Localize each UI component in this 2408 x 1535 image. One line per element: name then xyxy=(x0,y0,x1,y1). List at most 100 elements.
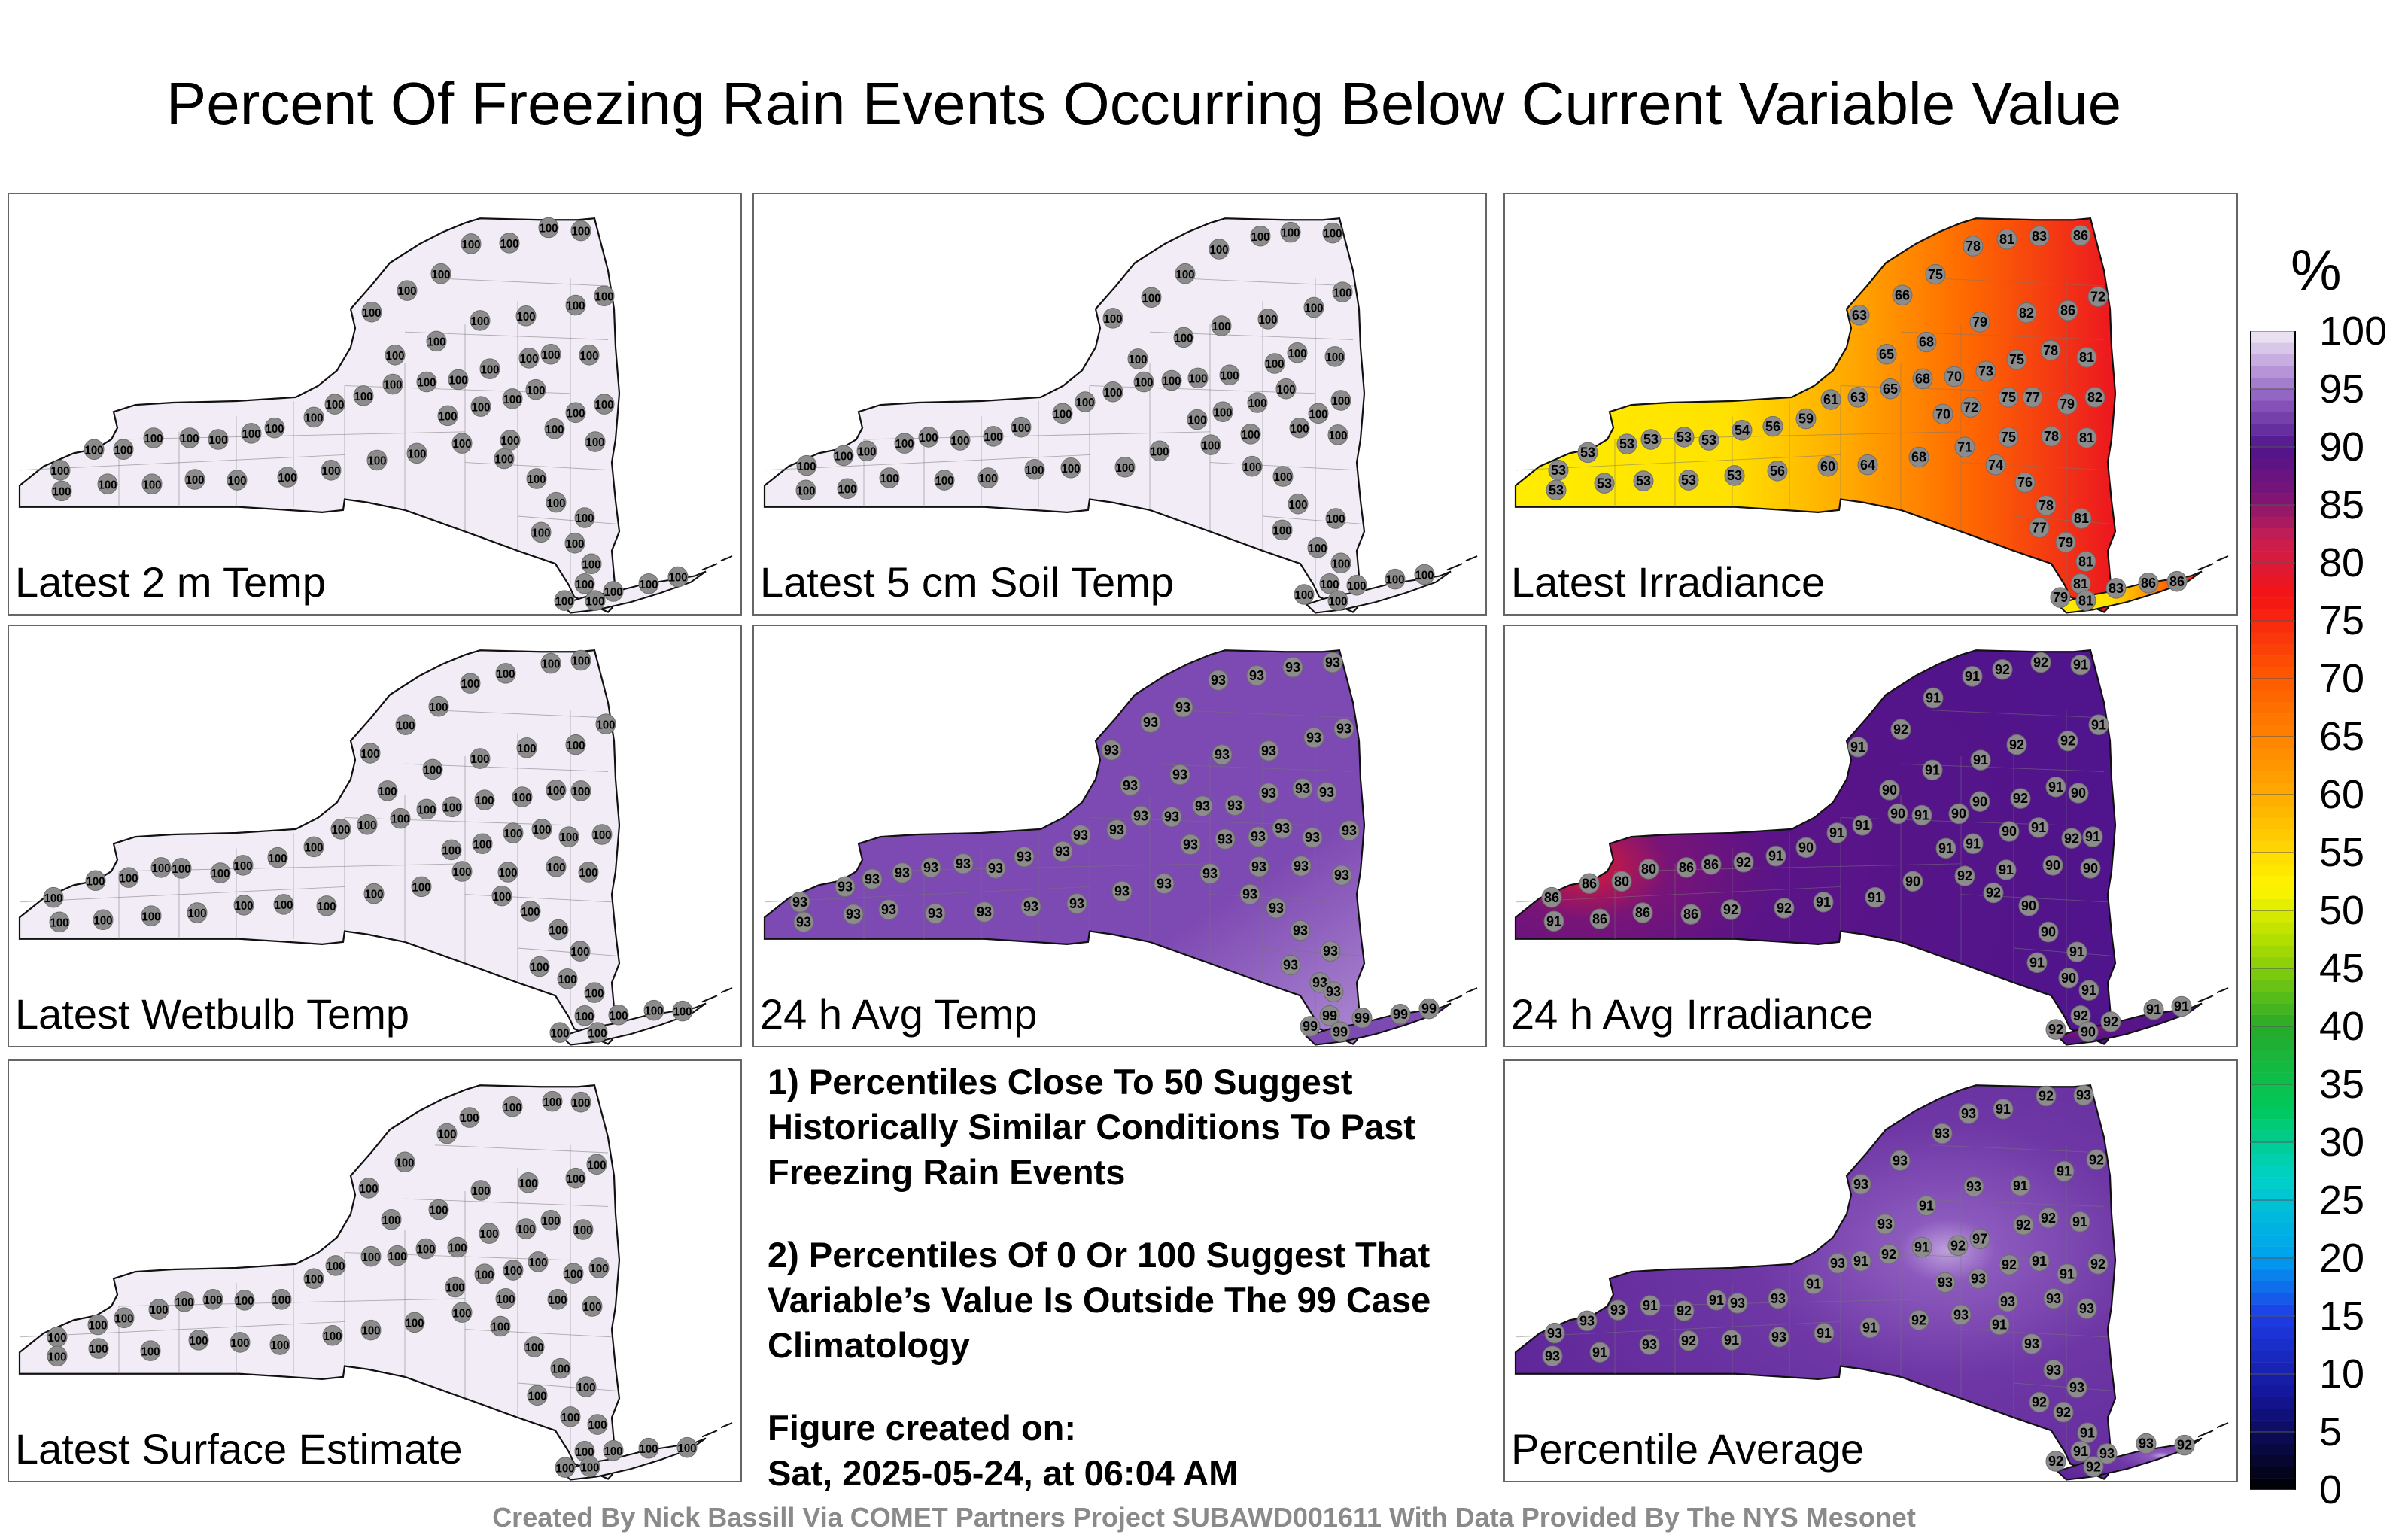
colorbar-segment xyxy=(2251,910,2294,923)
station-marker: 61 xyxy=(1820,389,1841,410)
station-marker: 100 xyxy=(529,956,550,977)
station-marker: 90 xyxy=(2068,783,2089,804)
station-value: 75 xyxy=(1928,267,1943,282)
station-value: 82 xyxy=(2019,305,2034,321)
county-line xyxy=(1515,1321,1841,1338)
station-value: 100 xyxy=(412,881,430,894)
station-value: 100 xyxy=(1333,287,1351,299)
station-marker: 91 xyxy=(1923,687,1944,709)
station-marker: 90 xyxy=(2058,968,2079,989)
station-value: 100 xyxy=(416,1243,435,1256)
station-value: 74 xyxy=(1988,457,2004,473)
colorbar-segment xyxy=(2251,655,2294,667)
station-value: 91 xyxy=(1938,840,1953,856)
station-marker: 93 xyxy=(1111,880,1133,902)
station-value: 93 xyxy=(1306,730,1321,745)
station-marker: 83 xyxy=(2029,225,2050,247)
station-value: 100 xyxy=(438,410,457,423)
colorbar-segment xyxy=(2251,516,2294,528)
station-marker: 100 xyxy=(416,371,437,393)
station-marker: 100 xyxy=(227,470,248,491)
station-value: 100 xyxy=(141,1345,160,1358)
station-marker: 100 xyxy=(1250,225,1271,247)
station-marker: 100 xyxy=(582,1296,603,1317)
station-value: 81 xyxy=(1999,232,2014,247)
station-value: 91 xyxy=(1768,849,1783,864)
station-marker: 71 xyxy=(1954,436,1975,457)
station-value: 93 xyxy=(2076,1087,2091,1102)
station-marker: 100 xyxy=(795,479,816,501)
station-marker: 100 xyxy=(494,448,515,470)
colorbar-segment xyxy=(2251,377,2294,390)
station-value: 100 xyxy=(588,1419,607,1432)
station-value: 100 xyxy=(235,1295,254,1308)
station-value: 100 xyxy=(442,844,461,857)
colorbar-tick-label: 0 xyxy=(2319,1467,2343,1512)
station-value: 100 xyxy=(571,655,590,667)
station-marker: 91 xyxy=(2088,714,2109,735)
station-marker: 100 xyxy=(1332,281,1353,302)
figure-title: Percent Of Freezing Rain Events Occurrin… xyxy=(166,70,2122,137)
station-marker: 53 xyxy=(1546,479,1567,501)
station-marker: 100 xyxy=(1187,367,1209,389)
station-marker: 100 xyxy=(574,1005,595,1026)
colorbar-tick-label: 80 xyxy=(2319,540,2365,585)
station-marker: 100 xyxy=(856,440,877,462)
station-marker: 93 xyxy=(1968,1268,1989,1290)
station-marker: 100 xyxy=(187,902,208,923)
station-value: 68 xyxy=(1915,371,1930,386)
station-value: 100 xyxy=(114,1312,133,1325)
station-value: 100 xyxy=(555,1462,574,1475)
station-value: 100 xyxy=(479,1228,498,1241)
station-value: 100 xyxy=(528,1390,546,1403)
colorbar-segment xyxy=(2251,1316,2294,1328)
station-marker: 93 xyxy=(1239,883,1260,905)
colorbar-tick-label: 65 xyxy=(2319,714,2365,759)
station-marker: 59 xyxy=(1795,408,1817,430)
station-marker: 86 xyxy=(1680,904,1701,925)
station-value: 92 xyxy=(1723,902,1738,917)
station-marker: 100 xyxy=(381,1208,402,1230)
county-line xyxy=(764,886,1090,903)
station-marker: 100 xyxy=(1327,590,1348,611)
station-value: 100 xyxy=(321,465,340,478)
station-value: 100 xyxy=(571,786,590,798)
station-value: 53 xyxy=(1677,430,1692,445)
colorbar-segment xyxy=(2251,1478,2294,1490)
colorbar-segment xyxy=(2251,470,2294,482)
station-marker: 100 xyxy=(570,649,591,671)
station-marker: 91 xyxy=(2069,1211,2090,1233)
station-value: 79 xyxy=(1972,315,1987,330)
station-marker: 100 xyxy=(470,748,491,769)
station-marker: 100 xyxy=(113,439,134,460)
colorbar-segment xyxy=(2251,1454,2294,1467)
station-value: 100 xyxy=(452,438,471,451)
station-marker: 100 xyxy=(461,233,482,254)
station-value: 93 xyxy=(1275,821,1290,836)
station-value: 73 xyxy=(1978,363,1993,378)
station-marker: 100 xyxy=(1275,378,1297,400)
station-marker: 93 xyxy=(1161,806,1182,828)
station-value: 92 xyxy=(2177,1438,2192,1453)
station-marker: 65 xyxy=(1876,344,1897,365)
station-marker: 100 xyxy=(515,1218,537,1239)
station-marker: 100 xyxy=(503,822,524,843)
station-value: 100 xyxy=(512,792,531,804)
station-marker: 90 xyxy=(1887,803,1908,825)
colorbar-segment xyxy=(2251,1293,2294,1305)
colorbar-segment xyxy=(2251,875,2294,888)
station-marker: 100 xyxy=(546,780,567,801)
station-marker: 92 xyxy=(2086,1149,2107,1170)
station-value: 100 xyxy=(378,786,397,798)
station-marker: 92 xyxy=(2053,1401,2074,1423)
station-marker: 100 xyxy=(565,402,586,424)
station-value: 93 xyxy=(2069,1380,2084,1395)
station-value: 79 xyxy=(2060,397,2075,412)
colorbar-segment xyxy=(2251,1096,2294,1108)
station-marker: 100 xyxy=(531,521,552,543)
station-value: 93 xyxy=(1211,673,1226,688)
station-value: 93 xyxy=(2099,1446,2115,1461)
station-value: 100 xyxy=(452,866,471,879)
station-value: 100 xyxy=(437,1128,456,1141)
